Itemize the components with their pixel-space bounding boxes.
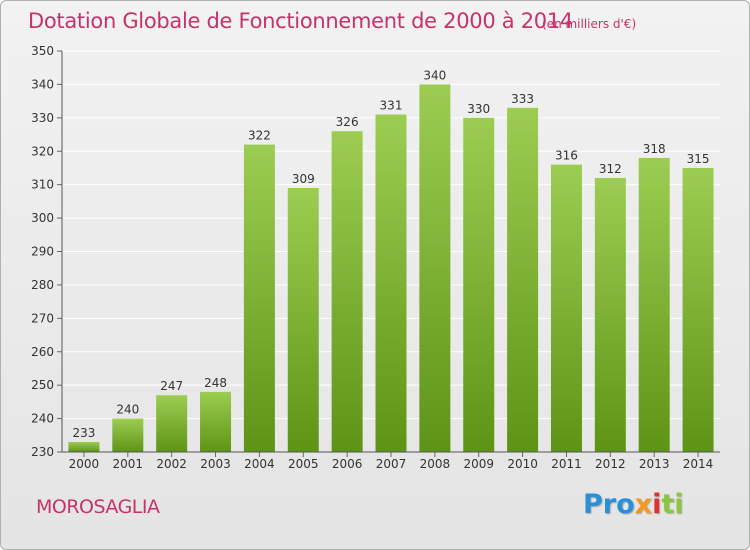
bar-value-label: 330 bbox=[467, 102, 490, 116]
y-tick-label: 330 bbox=[31, 111, 54, 125]
bar-value-label: 322 bbox=[248, 129, 271, 143]
x-tick-label: 2014 bbox=[683, 457, 714, 471]
y-tick-label: 260 bbox=[31, 345, 54, 359]
x-tick-label: 2006 bbox=[332, 457, 363, 471]
x-tick-label: 2004 bbox=[244, 457, 275, 471]
logo-part-x: x bbox=[634, 489, 653, 520]
y-tick-label: 230 bbox=[31, 445, 54, 459]
bar-value-label: 326 bbox=[336, 115, 359, 129]
chart-unit-subtitle: (en milliers d'€) bbox=[542, 17, 637, 31]
x-tick-label: 2007 bbox=[376, 457, 407, 471]
proxiti-logo[interactable]: Proxiti bbox=[583, 489, 684, 520]
bar[interactable] bbox=[594, 177, 626, 452]
bar[interactable] bbox=[287, 188, 319, 452]
logo-part-i: i bbox=[652, 489, 662, 520]
bar-value-label: 233 bbox=[72, 426, 95, 440]
bar[interactable] bbox=[331, 131, 363, 452]
x-tick-label: 2000 bbox=[69, 457, 100, 471]
bar-value-label: 316 bbox=[555, 149, 578, 163]
bar-value-label: 312 bbox=[599, 162, 622, 176]
bar[interactable] bbox=[112, 418, 144, 452]
bar[interactable] bbox=[200, 391, 232, 452]
x-tick-label: 2001 bbox=[113, 457, 144, 471]
bar-value-label: 340 bbox=[423, 68, 446, 82]
y-tick-label: 290 bbox=[31, 245, 54, 259]
x-tick-label: 2009 bbox=[463, 457, 494, 471]
bar[interactable] bbox=[243, 144, 275, 453]
bars bbox=[68, 84, 714, 453]
bar-value-label: 315 bbox=[687, 152, 710, 166]
bar-value-label: 318 bbox=[643, 142, 666, 156]
bar-value-label: 333 bbox=[511, 92, 534, 106]
y-tick-label: 340 bbox=[31, 77, 54, 91]
bar[interactable] bbox=[156, 395, 188, 452]
bar[interactable] bbox=[419, 84, 451, 453]
bar-value-label: 248 bbox=[204, 376, 227, 390]
bar[interactable] bbox=[375, 114, 407, 452]
x-tick-label: 2011 bbox=[551, 457, 582, 471]
x-tick-label: 2013 bbox=[639, 457, 670, 471]
x-tick-label: 2010 bbox=[507, 457, 538, 471]
x-tick-label: 2008 bbox=[420, 457, 451, 471]
y-tick-label: 350 bbox=[31, 44, 54, 58]
y-tick-label: 310 bbox=[31, 178, 54, 192]
bar-value-label: 247 bbox=[160, 379, 183, 393]
x-tick-label: 2005 bbox=[288, 457, 319, 471]
bar[interactable] bbox=[638, 157, 670, 452]
x-tick-label: 2002 bbox=[156, 457, 187, 471]
logo-part-ti: ti bbox=[661, 489, 684, 520]
bar[interactable] bbox=[682, 167, 714, 453]
bar-value-label: 331 bbox=[380, 98, 403, 112]
bar[interactable] bbox=[463, 117, 495, 452]
y-axis-ticks: 230 240 250 260 270 280 290 300 310 320 330 340 350 bbox=[31, 44, 62, 459]
bar-value-label: 309 bbox=[292, 172, 315, 186]
x-tick-label: 2012 bbox=[595, 457, 626, 471]
chart-title: Dotation Globale de Fonctionnement de 20… bbox=[28, 9, 573, 33]
bar-value-label: 240 bbox=[116, 403, 139, 417]
x-axis-ticks: 2000 2001 2002 2003 2004 2005 2006 2007 2008 2009… bbox=[69, 452, 714, 471]
x-tick-label: 2003 bbox=[200, 457, 231, 471]
bar[interactable] bbox=[550, 164, 582, 452]
commune-name: MOROSAGLIA bbox=[36, 496, 160, 518]
y-tick-label: 300 bbox=[31, 211, 54, 225]
y-tick-label: 270 bbox=[31, 311, 54, 325]
y-tick-label: 280 bbox=[31, 278, 54, 292]
bar[interactable] bbox=[507, 107, 539, 452]
value-labels: 233 240 247 248 322 309 326 331 340 330 333 316 312 3… bbox=[72, 68, 709, 440]
y-tick-label: 240 bbox=[31, 412, 54, 426]
bar[interactable] bbox=[68, 441, 100, 452]
y-tick-label: 250 bbox=[31, 378, 54, 392]
y-tick-label: 320 bbox=[31, 144, 54, 158]
logo-part-pro: Pro bbox=[583, 489, 635, 520]
axes bbox=[61, 51, 720, 453]
